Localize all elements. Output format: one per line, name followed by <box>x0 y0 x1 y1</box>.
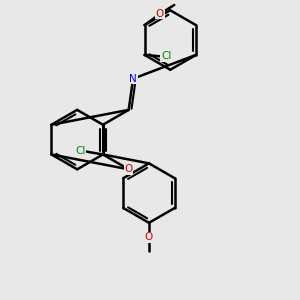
Text: O: O <box>145 232 153 242</box>
Text: Cl: Cl <box>75 146 86 157</box>
Text: Cl: Cl <box>161 51 171 62</box>
Text: N: N <box>129 74 137 84</box>
Text: O: O <box>124 164 133 174</box>
Text: O: O <box>156 9 164 19</box>
